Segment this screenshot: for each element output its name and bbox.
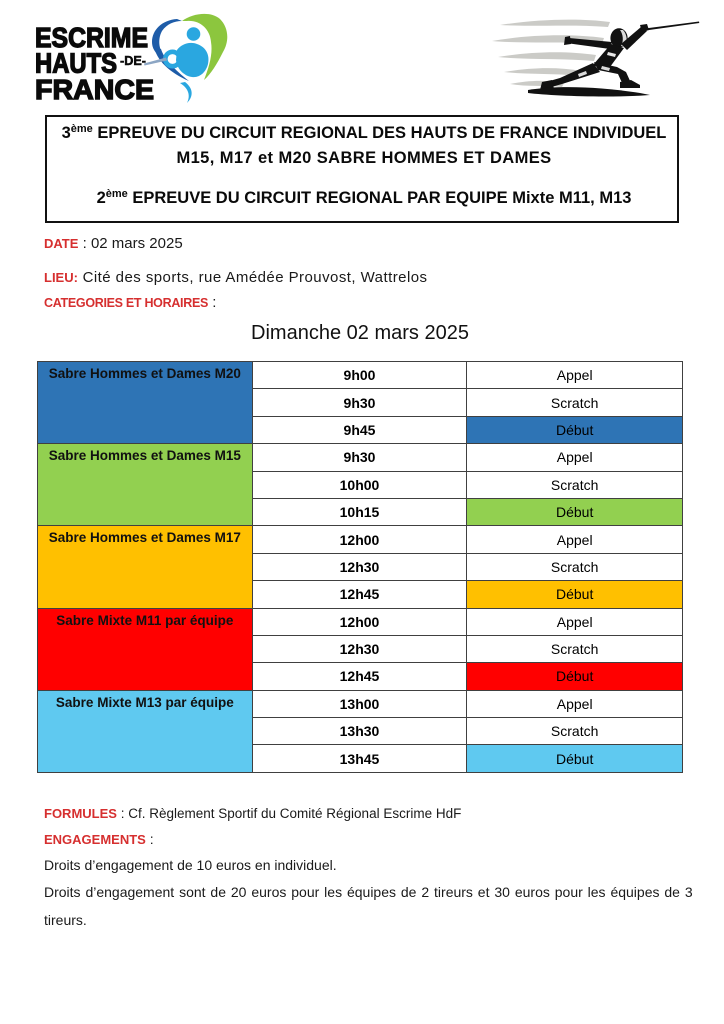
svg-text:-DE-: -DE- xyxy=(120,54,146,68)
svg-text:ESCRIME: ESCRIME xyxy=(35,22,148,53)
svg-text:FRANCE: FRANCE xyxy=(35,74,154,105)
svg-text:HAUTS: HAUTS xyxy=(35,48,117,79)
